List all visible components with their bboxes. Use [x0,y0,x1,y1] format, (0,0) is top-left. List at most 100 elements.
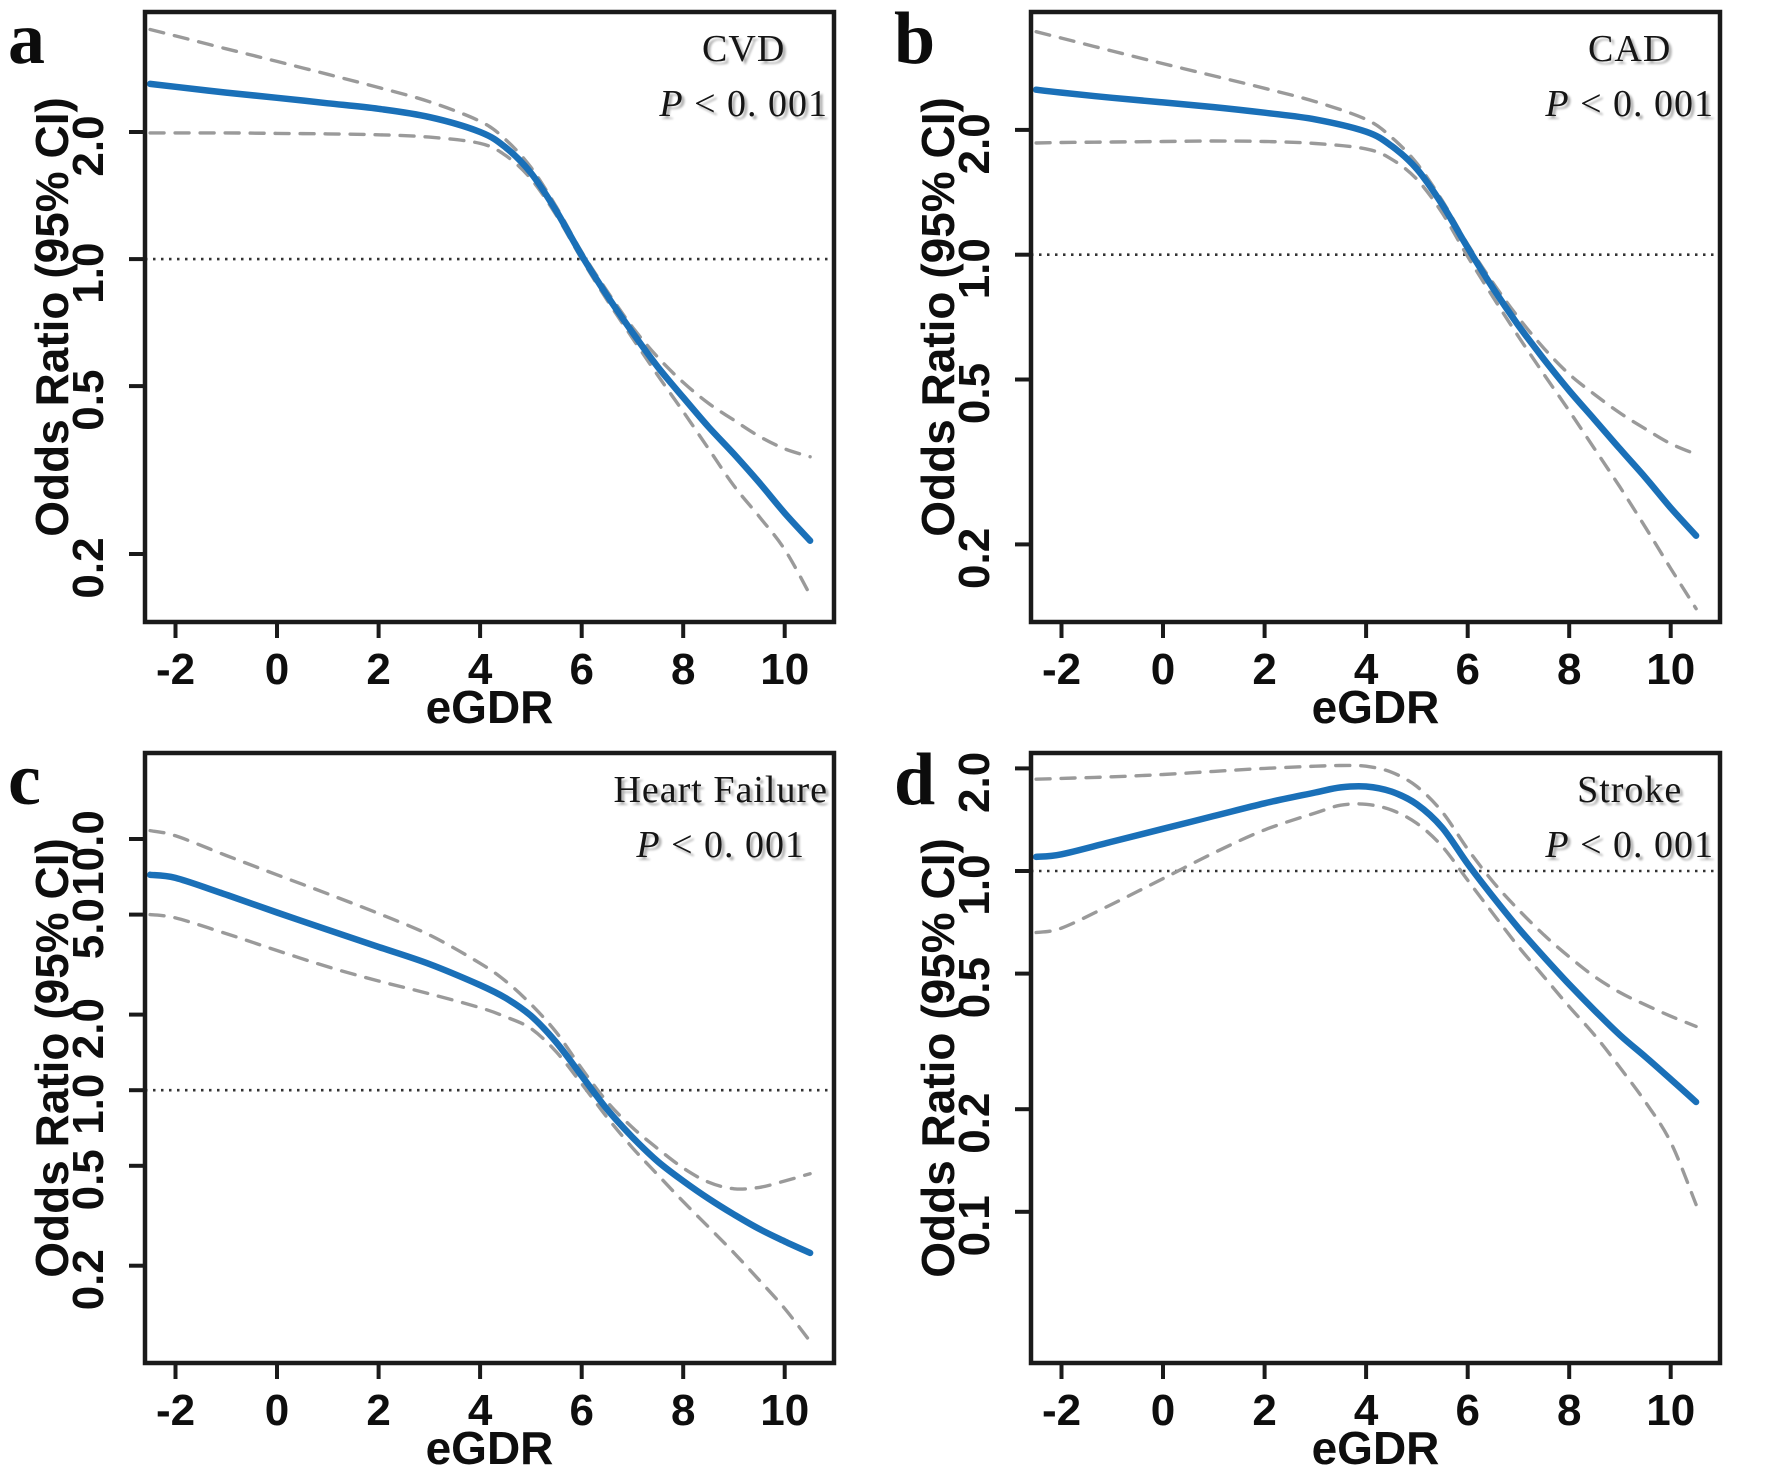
x-tick-label: 8 [1557,645,1581,694]
panel-letter: c [8,739,41,821]
p-symbol: P [636,824,661,867]
or-curve [1032,782,1700,1106]
y-tick-label: 0.1 [950,1195,999,1256]
panel-title-block: Heart Failure P < 0. 001 [613,763,828,873]
y-tick-label: 2.0 [950,113,999,174]
ci-upper-curve [1034,763,1698,1029]
stroke-plot-canvas: -2 0 2 4 6 8 10 2.0 1.0 0.5 0.2 0.1 [950,750,1723,1435]
panel-letter: b [894,0,936,80]
y-tick-label: 2.0 [950,752,999,813]
y-axis-title: Odds Ratio (95% CI) [26,97,78,537]
y-tick-label: 5.0 [64,898,113,959]
y-tick-label: 0.5 [64,1149,113,1210]
panel-title-block: CVD P < 0. 001 [659,22,828,132]
plot-border [1028,9,1723,625]
x-tick-label: 0 [1151,645,1175,694]
outcome-label: Stroke [1577,769,1683,811]
y-tick-label: 10.0 [64,810,113,896]
or-curve [146,871,814,1257]
x-tick-label: -2 [156,645,195,694]
cad-plot-canvas: -2 0 2 4 6 8 10 2.0 1.0 0.5 0.2 [950,9,1723,694]
x-tick-label: 10 [760,645,809,694]
y-tick-label: 1.0 [64,1074,113,1135]
x-tick-label: 8 [1557,1386,1581,1435]
x-tick-label: 0 [265,645,289,694]
y-tick-label: 0.5 [64,370,113,431]
x-tick-label: 8 [671,645,695,694]
x-tick-label: 4 [468,645,493,694]
ci-lower-curve [148,912,812,1344]
y-tick-label: 0.2 [64,1249,113,1310]
x-tick-label: 2 [366,1386,390,1435]
plot-border [1028,750,1723,1366]
panel-title-block: Stroke P < 0. 001 [1545,763,1714,873]
p-value-label: P < 0. 001 [613,818,828,873]
x-tick-label: -2 [1042,1386,1081,1435]
y-axis-title: Odds Ratio (95% CI) [912,97,964,537]
x-axis-title: eGDR [425,1422,554,1474]
y-tick-label: 0.5 [950,363,999,424]
x-axis-title: eGDR [425,681,554,733]
x-tick-label: 6 [1455,645,1479,694]
ci-lower-curve [1034,139,1698,611]
x-tick-label: -2 [156,1386,195,1435]
x-tick-label: 6 [569,1386,593,1435]
cvd-plot-canvas: -2 0 2 4 6 8 10 2.0 1.0 0.5 0.2 [64,9,837,694]
heart-failure-plot-canvas: -2 0 2 4 6 8 10 10.05.0 2.0 1.0 0.5 0.2 [64,750,837,1435]
x-tick-label: 4 [468,1386,493,1435]
x-tick-label: 0 [1151,1386,1175,1435]
plot-border [142,9,837,625]
x-axis-title: eGDR [1311,681,1440,733]
p-value-text: < 0. 001 [1580,83,1714,126]
x-tick-label: 10 [1646,645,1695,694]
x-tick-label: 10 [760,1386,809,1435]
panel-heart-failure: c -2 0 2 4 6 8 10 10.0 5.0 2.0 1.0 0.5 0.2 Heart Fai… [0,741,886,1481]
or-curve [1032,86,1700,539]
y-axis-title: Odds Ratio (95% CI) [26,838,78,1278]
x-axis-title: eGDR [1311,1422,1440,1474]
y-tick-label: 0.2 [64,537,113,598]
p-value-label: P < 0. 001 [659,77,828,132]
x-tick-label: 2 [366,645,390,694]
x-tick-label: 6 [1455,1386,1479,1435]
y-tick-label: 2.0 [64,115,113,176]
p-value-text: < 0. 001 [671,824,806,867]
or-curve [146,80,814,544]
ci-lower-curve [1034,802,1698,1207]
outcome-label: CAD [1588,28,1672,70]
y-tick-label: 0.2 [950,528,999,589]
x-tick-label: 4 [1354,1386,1379,1435]
y-tick-label: 1.0 [950,238,999,299]
y-tick-label: 0.5 [950,957,999,1018]
x-tick-label: 6 [569,645,593,694]
panel-stroke: d -2 0 2 4 6 8 10 2.0 1.0 0.5 0.2 0.1 Stroke P < 0.… [886,741,1772,1481]
x-tick-label: -2 [1042,645,1081,694]
ci-upper-curve [148,828,812,1191]
panel-letter: d [894,739,936,821]
p-symbol: P [1545,83,1570,126]
p-value-label: P < 0. 001 [1545,77,1714,132]
p-symbol: P [659,83,684,126]
outcome-label: CVD [702,28,786,70]
panel-title-block: CAD P < 0. 001 [1545,22,1714,132]
x-tick-label: 4 [1354,645,1379,694]
panel-cad: b -2 0 2 4 6 8 10 2.0 1.0 0.5 0.2 CAD P < 0. 001 O… [886,0,1772,740]
outcome-label: Heart Failure [613,769,828,811]
panel-cvd: a -2 0 2 4 6 8 10 2.0 1.0 0.5 0.2 CVD P < 0. 001 O… [0,0,886,740]
plot-border [142,750,837,1366]
ci-lower-curve [148,131,812,597]
p-value-label: P < 0. 001 [1545,818,1714,873]
x-tick-label: 2 [1252,645,1276,694]
y-tick-label: 1.0 [950,854,999,915]
y-tick-label: 2.0 [64,998,113,1059]
panel-letter: a [8,0,45,80]
p-symbol: P [1545,824,1570,867]
p-value-text: < 0. 001 [1580,824,1714,867]
p-value-text: < 0. 001 [694,83,828,126]
x-tick-label: 2 [1252,1386,1276,1435]
y-tick-label: 1.0 [64,243,113,304]
y-tick-label: 0.2 [950,1093,999,1154]
x-tick-label: 10 [1646,1386,1695,1435]
y-axis-title: Odds Ratio (95% CI) [912,838,964,1278]
